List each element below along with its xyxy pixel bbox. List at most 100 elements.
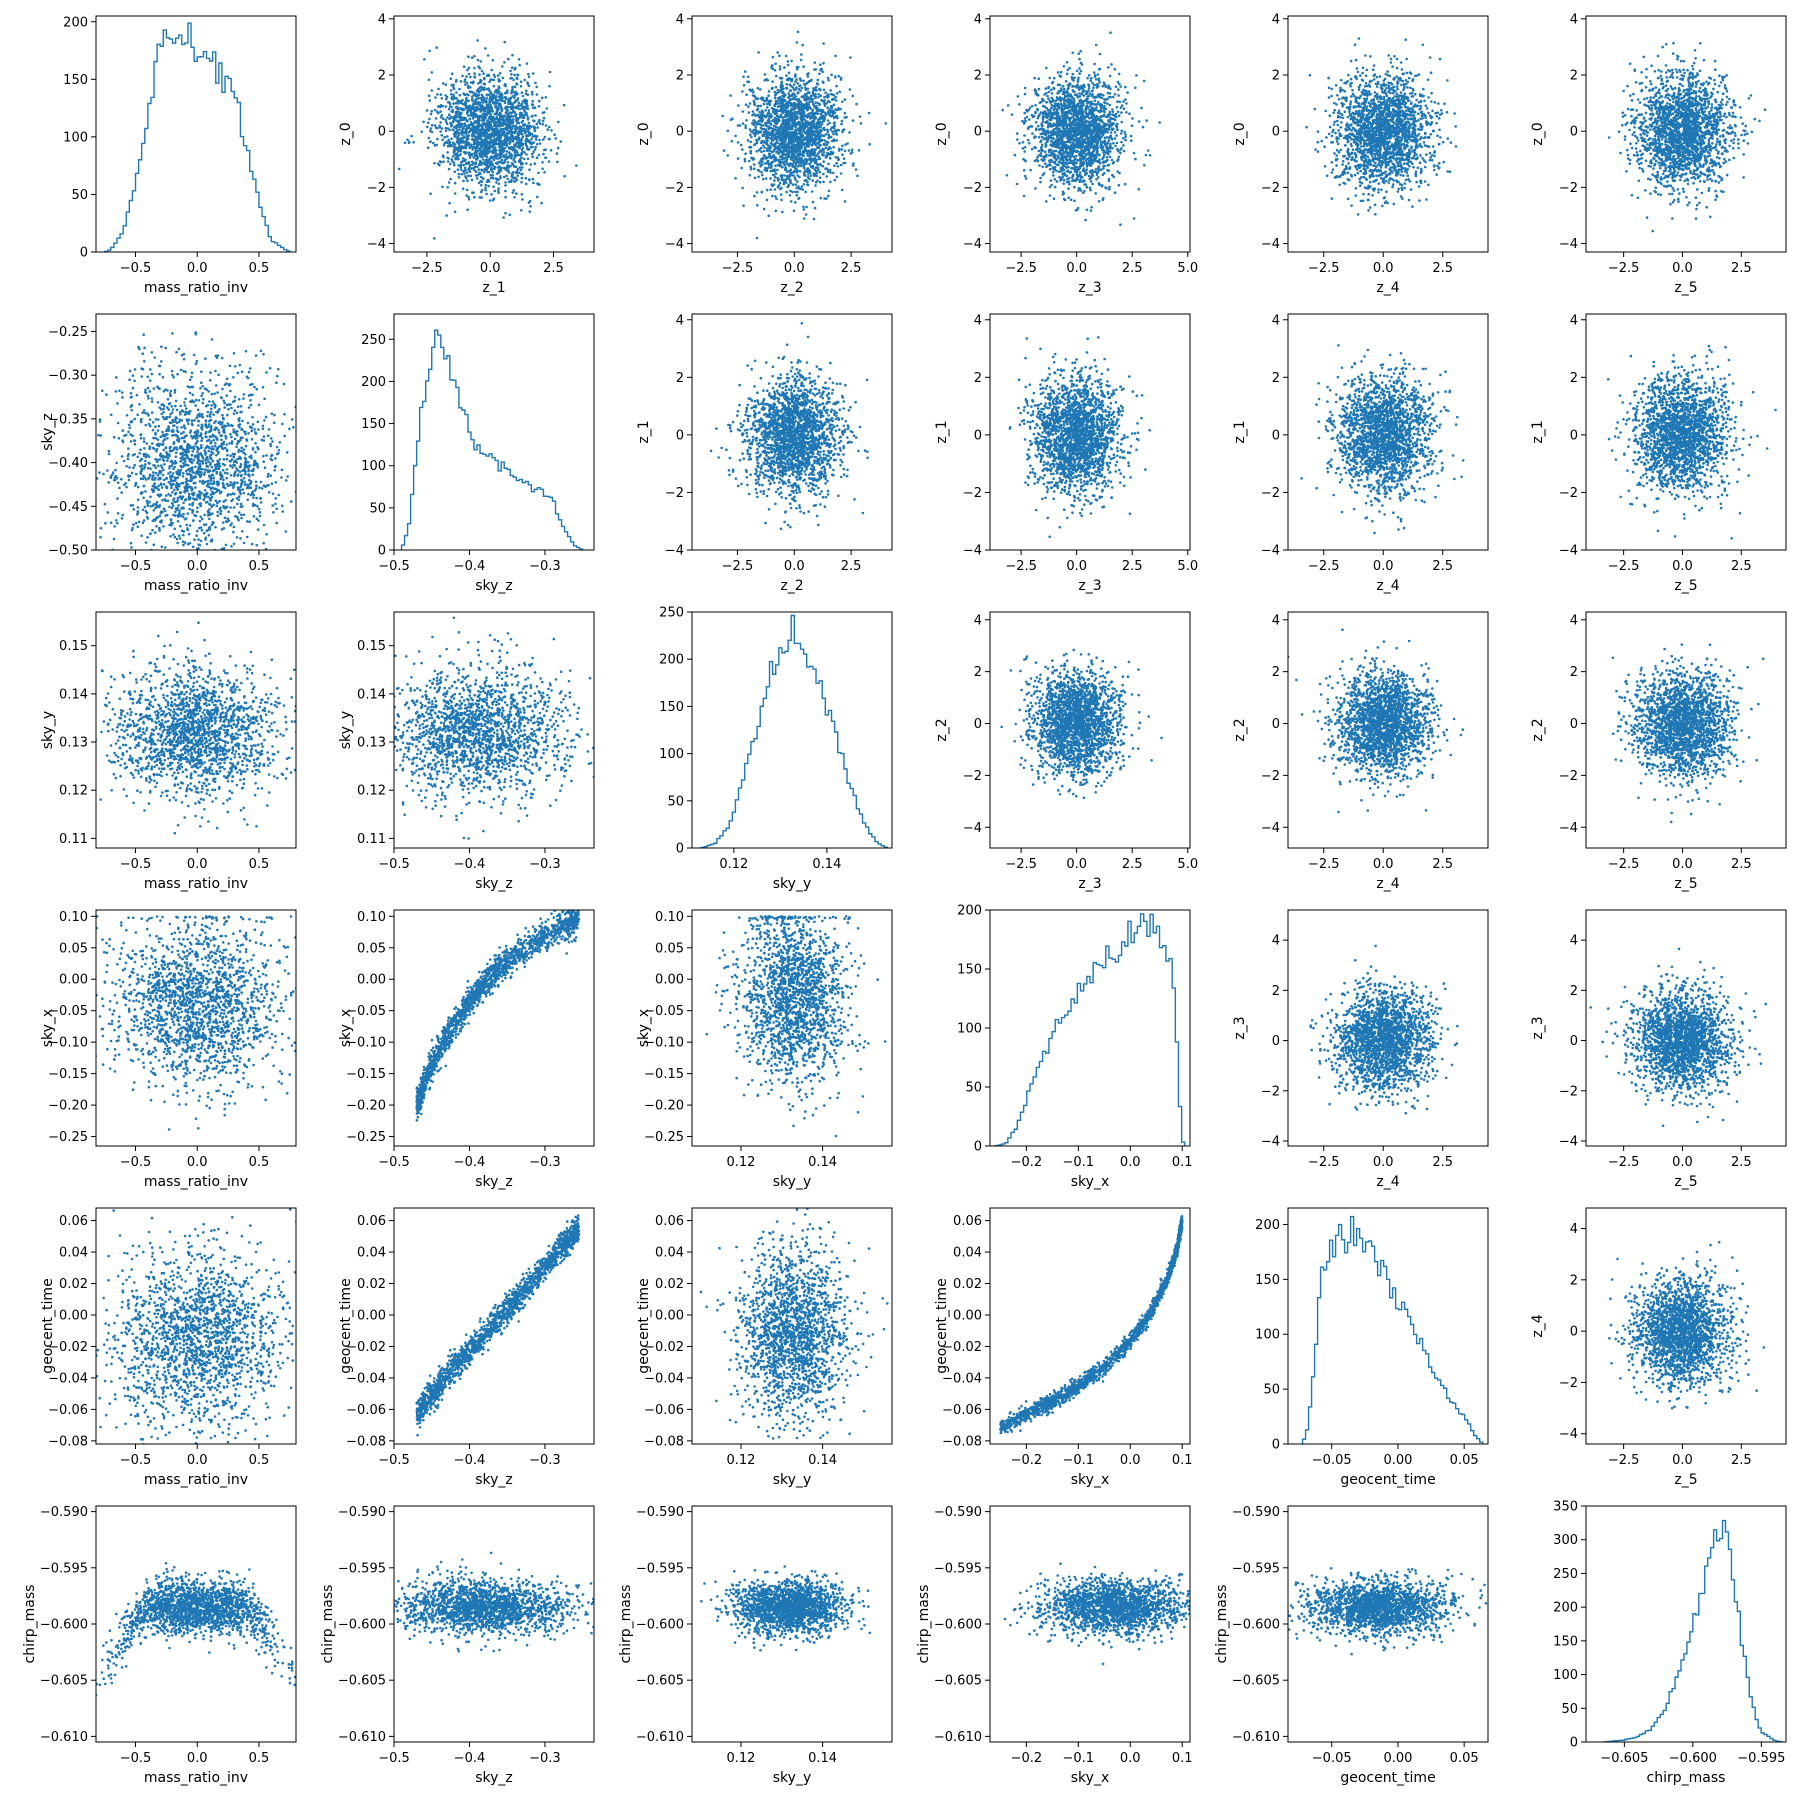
scatter-point	[491, 143, 495, 147]
x-tick-label: 0.5	[249, 261, 270, 276]
scatter-point	[801, 121, 805, 124]
scatter-point	[467, 198, 471, 201]
scatter-point	[499, 97, 502, 100]
scatter-point	[452, 151, 456, 154]
scatter-point	[787, 78, 790, 82]
scatter-point	[764, 99, 767, 103]
scatter-point	[777, 120, 780, 123]
scatter-point	[502, 143, 505, 147]
scatter-point	[756, 121, 759, 124]
scatter-point	[799, 112, 802, 115]
scatter-point	[489, 168, 493, 171]
scatter-point	[766, 106, 769, 109]
scatter-point	[520, 152, 523, 155]
scatter-point	[474, 170, 478, 174]
scatter-point	[452, 87, 456, 91]
scatter-point	[1129, 134, 1133, 138]
scatter-point	[447, 181, 451, 184]
scatter-point	[516, 77, 519, 81]
scatter-point	[854, 168, 858, 171]
scatter-point	[763, 79, 767, 82]
scatter-point	[538, 142, 542, 145]
scatter-point	[841, 153, 844, 156]
scatter-point	[759, 165, 762, 168]
scatter-point	[777, 177, 780, 180]
scatter-point	[445, 122, 449, 126]
scatter-point	[465, 194, 468, 197]
scatter-point	[480, 138, 484, 141]
scatter-point	[521, 166, 524, 169]
scatter-point	[805, 92, 808, 96]
scatter-point	[800, 159, 804, 162]
scatter-point	[496, 161, 499, 164]
scatter-point	[510, 114, 513, 118]
scatter-point	[1023, 86, 1027, 90]
scatter-point	[761, 127, 764, 131]
scatter-point	[812, 133, 816, 136]
scatter-point	[752, 132, 756, 135]
scatter-point	[750, 130, 753, 133]
scatter-point	[801, 43, 804, 47]
scatter-point	[752, 99, 756, 103]
scatter-point	[794, 148, 798, 152]
scatter-point	[515, 192, 518, 195]
scatter-point	[797, 140, 801, 143]
scatter-point	[756, 86, 760, 90]
scatter-point	[498, 120, 502, 123]
scatter-point	[802, 151, 806, 155]
scatter-point	[821, 99, 824, 103]
scatter-point	[464, 127, 467, 131]
scatter-point	[477, 163, 481, 167]
scatter-point	[802, 79, 805, 83]
scatter-point	[465, 93, 469, 96]
scatter-point	[481, 95, 484, 98]
scatter-point	[480, 133, 483, 136]
scatter-point	[779, 107, 783, 111]
scatter-point	[1091, 182, 1094, 186]
scatter-point	[428, 117, 431, 121]
scatter-point	[840, 188, 844, 192]
scatter-point	[794, 183, 797, 186]
scatter-point	[792, 209, 796, 213]
scatter-point	[788, 131, 791, 134]
scatter-point	[481, 107, 485, 111]
scatter-point	[794, 126, 797, 129]
scatter-point	[807, 103, 810, 106]
scatter-point	[467, 66, 471, 70]
scatter-point	[433, 108, 437, 112]
scatter-point	[458, 87, 461, 91]
scatter-point	[497, 182, 501, 186]
scatter-point	[530, 132, 534, 136]
scatter-point	[833, 164, 836, 167]
scatter-point	[749, 165, 753, 169]
scatter-point	[513, 153, 517, 157]
scatter-point	[508, 213, 512, 217]
scatter-point	[832, 93, 836, 97]
scatter-point	[517, 133, 521, 137]
scatter-point	[1042, 157, 1046, 160]
scatter-point	[828, 108, 831, 112]
scatter-point	[433, 237, 436, 240]
scatter-point	[441, 82, 445, 85]
scatter-point	[821, 164, 825, 168]
scatter-point	[746, 75, 750, 79]
scatter-point	[1092, 83, 1096, 87]
scatter-point	[1015, 182, 1019, 186]
scatter-point	[510, 135, 513, 138]
scatter-point	[501, 76, 505, 80]
scatter-point	[790, 79, 793, 83]
scatter-point	[809, 153, 812, 156]
scatter-point	[1081, 175, 1084, 179]
scatter-point	[445, 214, 448, 217]
scatter-point	[786, 162, 790, 166]
scatter-point	[504, 195, 507, 199]
scatter-point	[746, 139, 750, 142]
scatter-point	[506, 177, 510, 181]
scatter-point	[488, 120, 492, 124]
scatter-point	[463, 102, 467, 105]
scatter-point	[454, 101, 458, 105]
scatter-point	[764, 109, 767, 112]
scatter-point	[464, 151, 468, 154]
scatter-point	[800, 108, 804, 111]
scatter-point	[808, 128, 812, 131]
